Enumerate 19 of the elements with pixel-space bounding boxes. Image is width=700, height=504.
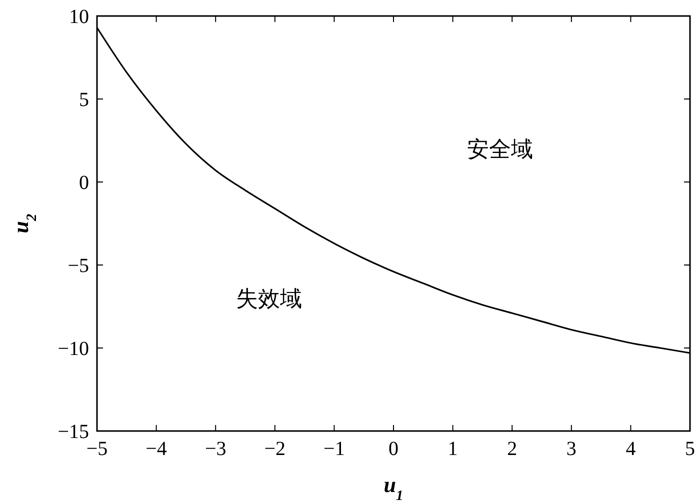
x-tick-label: 0 [388, 438, 398, 460]
x-tick-label: −2 [264, 438, 286, 460]
x-tick-label: −3 [204, 438, 226, 460]
x-axis-title: u$_{1}$ [384, 472, 404, 504]
x-tick-label: −1 [324, 438, 345, 460]
x-tick-label: 4 [626, 438, 636, 460]
x-tick-label: 2 [507, 438, 518, 460]
x-tick-label: 5 [685, 438, 695, 460]
y-tick-label: 0 [79, 172, 89, 194]
x-tick-label: −4 [146, 438, 167, 460]
y-tick-label: −10 [58, 338, 89, 360]
y-tick-label: −5 [68, 255, 89, 277]
annotation: 失效域 [236, 286, 302, 311]
x-tick-label: 3 [566, 438, 576, 460]
annotation: 安全域 [467, 136, 534, 162]
x-tick-label: 1 [448, 438, 458, 460]
y-tick-label: 5 [79, 89, 89, 111]
y-tick-label: 10 [69, 6, 89, 28]
y-tick-label: −15 [58, 421, 89, 443]
